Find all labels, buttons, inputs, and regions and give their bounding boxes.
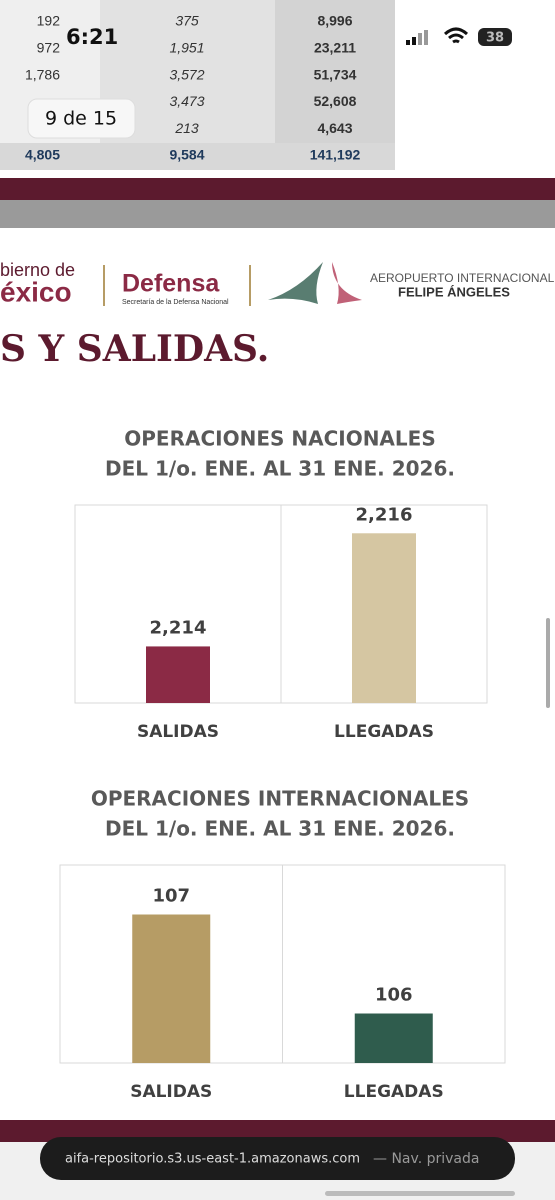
home-indicator bbox=[325, 1191, 515, 1196]
table-cell: 1,786 bbox=[25, 66, 60, 82]
table-cell: 972 bbox=[37, 40, 61, 56]
category-label: SALIDAS bbox=[130, 1082, 212, 1102]
maroon-stripe bbox=[0, 1120, 555, 1142]
status-time: 6:21 bbox=[66, 25, 118, 49]
page-gap bbox=[0, 200, 555, 228]
page-indicator: 9 de 15 bbox=[45, 108, 117, 130]
defensa-sub: Secretaría de la Defensa Nacional bbox=[122, 299, 229, 306]
bar bbox=[132, 914, 211, 1063]
category-label: LLEGADAS bbox=[344, 1082, 444, 1102]
mexico-text: éxico bbox=[0, 276, 72, 307]
table-cell: 192 bbox=[37, 13, 61, 29]
bar bbox=[352, 533, 416, 703]
wifi-icon bbox=[443, 27, 469, 44]
data-label: 107 bbox=[152, 886, 190, 907]
chart-title: OPERACIONES NACIONALES bbox=[124, 427, 435, 451]
defensa-text: Defensa bbox=[122, 270, 220, 298]
table-column-bg bbox=[275, 0, 395, 170]
table-cell: 213 bbox=[174, 120, 199, 136]
scrollbar bbox=[546, 618, 550, 708]
aifa-name: FELIPE ÁNGELES bbox=[398, 284, 510, 299]
aifa-name: AEROPUERTO INTERNACIONAL bbox=[370, 271, 555, 285]
table-total-bg bbox=[0, 143, 395, 170]
table-cell: 52,608 bbox=[314, 93, 357, 109]
url-text[interactable]: aifa-repositorio.s3.us-east-1.amazonaws.… bbox=[65, 1152, 360, 1167]
heading: S Y SALIDAS. bbox=[0, 328, 269, 370]
table-cell: 4,643 bbox=[317, 120, 352, 136]
aifa-logo bbox=[268, 262, 323, 304]
data-label: 2,214 bbox=[150, 617, 207, 638]
bar bbox=[146, 646, 210, 703]
chart-title: OPERACIONES INTERNACIONALES bbox=[91, 787, 469, 811]
private-mode: — Nav. privada bbox=[373, 1151, 479, 1167]
table-cell: 141,192 bbox=[310, 147, 361, 163]
category-label: SALIDAS bbox=[137, 722, 219, 742]
maroon-stripe bbox=[0, 178, 555, 200]
table-cell: 51,734 bbox=[314, 66, 357, 82]
chart-title: DEL 1/o. ENE. AL 31 ENE. 2026. bbox=[105, 457, 455, 481]
signal-icon bbox=[406, 30, 428, 45]
table-cell: 375 bbox=[175, 13, 199, 29]
battery-level: 38 bbox=[486, 31, 504, 46]
page-indicator-pill bbox=[27, 98, 136, 139]
chart-title: DEL 1/o. ENE. AL 31 ENE. 2026. bbox=[105, 817, 455, 841]
category-label: LLEGADAS bbox=[334, 722, 434, 742]
table-column-bg bbox=[100, 0, 275, 170]
table: 192 375 8,996 972 1,951 23,211 1,786 3,572 51,73… bbox=[25, 13, 361, 163]
data-label: 2,216 bbox=[356, 504, 413, 525]
table-cell: 1,951 bbox=[169, 40, 204, 56]
data-label: 106 bbox=[375, 985, 413, 1006]
aifa-logo bbox=[332, 262, 362, 304]
table-column-bg bbox=[0, 0, 100, 170]
url-bar[interactable] bbox=[40, 1137, 515, 1180]
table-cell: 4,805 bbox=[25, 147, 60, 163]
battery-icon bbox=[478, 28, 512, 46]
table-cell: 8,996 bbox=[317, 13, 352, 29]
charts: OPERACIONES NACIONALES DEL 1/o. ENE. AL 3… bbox=[59, 427, 506, 1102]
table-cell: 9,584 bbox=[169, 147, 204, 163]
table-cell: 23,211 bbox=[314, 40, 356, 56]
gobierno-text: bierno de bbox=[0, 260, 75, 280]
table-cell: 3,473 bbox=[169, 93, 204, 109]
table-cell: 3,572 bbox=[169, 66, 204, 82]
bar bbox=[354, 1013, 433, 1063]
